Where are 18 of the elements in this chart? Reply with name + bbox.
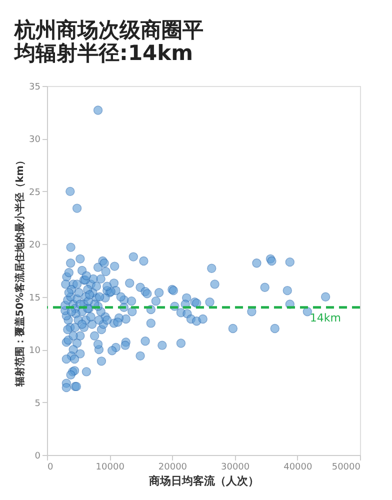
y-tick-label: 35	[29, 82, 40, 92]
y-tick-label: 30	[29, 135, 41, 146]
y-tick-label: 0	[34, 452, 41, 462]
x-tick-label: 40000	[284, 462, 312, 472]
x-tick-label: 0	[48, 462, 54, 472]
x-tick-label: 20000	[158, 462, 188, 472]
y-tick-label: 10	[29, 346, 41, 356]
y-tick-label: 20	[29, 240, 41, 251]
x-tick-label: 50000	[332, 462, 361, 472]
x-tick-label: 30000	[220, 462, 250, 472]
y-axis-title: 辐射范围：覆盖50%客流居住地的最小半径（km）	[14, 155, 26, 388]
chart-title: 杭州商场次级商圈平均辐射半径:14km	[14, 18, 204, 65]
y-tick-label: 5	[34, 398, 40, 409]
x-axis-title: 商场日均客流（人次）	[148, 474, 259, 488]
y-tick-label: 25	[29, 188, 40, 198]
x-tick-label: 10000	[96, 462, 125, 472]
y-tick-label: 15	[29, 293, 40, 304]
ref-line-label: 14km	[310, 311, 341, 324]
